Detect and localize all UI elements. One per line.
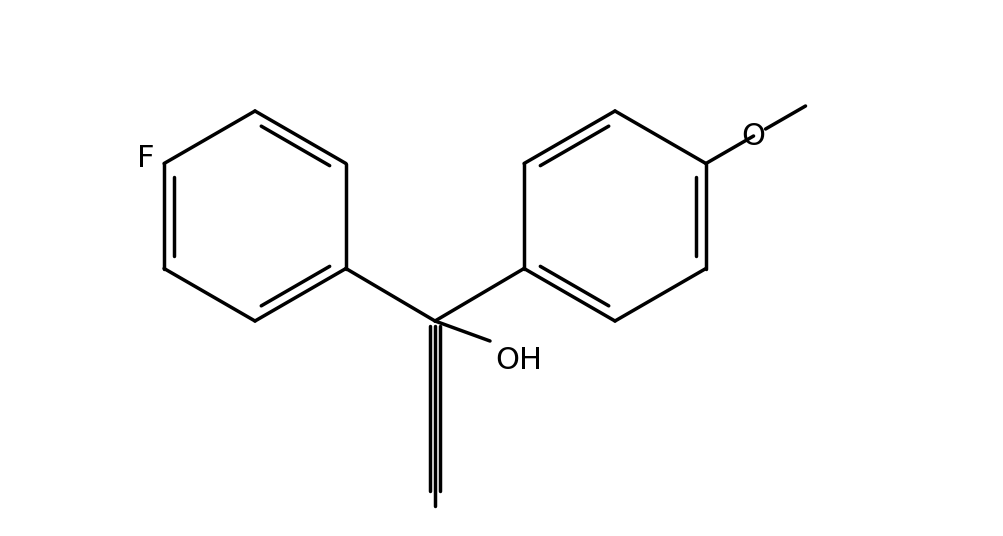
- Text: OH: OH: [494, 346, 542, 375]
- Text: O: O: [741, 122, 765, 151]
- Text: F: F: [136, 144, 153, 173]
